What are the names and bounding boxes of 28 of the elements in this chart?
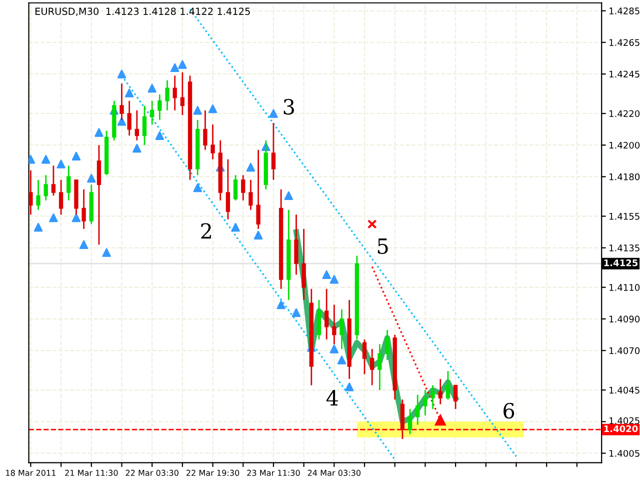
chart-title: EURUSD,M30 1.4123 1.4128 1.4122 1.4125	[35, 8, 250, 16]
ref-line-label: 1.4020	[604, 425, 638, 432]
x-tick-label: 23 Mar 11:30	[247, 470, 300, 476]
y-tick-label: 1.4110	[610, 284, 640, 291]
annotation: 2	[201, 223, 211, 239]
x-tick-label: 18 Mar 2011	[6, 470, 56, 476]
x-tick-label: 24 Mar 03:30	[308, 470, 361, 476]
y-tick-label: 1.4245	[610, 70, 640, 78]
y-tick-label: 1.4090	[610, 316, 640, 322]
y-tick-label: 1.4070	[610, 347, 640, 354]
y-tick-label: 1.4265	[610, 39, 640, 46]
y-tick-label: 1.4180	[610, 173, 640, 180]
annotation: 5	[378, 238, 388, 254]
y-tick-label: 1.4005	[610, 450, 640, 457]
y-tick-label: 1.4220	[610, 110, 640, 118]
y-tick-label: 1.4045	[610, 386, 640, 394]
annotation: 3	[284, 98, 294, 115]
y-tick-label: 1.4135	[610, 244, 640, 252]
ref-line-label: 1.4125	[604, 259, 638, 266]
y-tick-label: 1.4025	[610, 417, 640, 424]
y-tick-label: 1.4285	[610, 8, 640, 14]
y-tick-label: 1.4200	[610, 142, 640, 149]
x-tick-label: 22 Mar 03:30	[126, 470, 178, 476]
x-tick-label: 21 Mar 11:30	[65, 470, 118, 476]
annotation: 6	[504, 402, 514, 419]
x-tick-label: 22 Mar 19:30	[186, 470, 240, 476]
y-tick-label: 1.4155	[610, 213, 640, 220]
annotation: 4	[326, 390, 338, 406]
